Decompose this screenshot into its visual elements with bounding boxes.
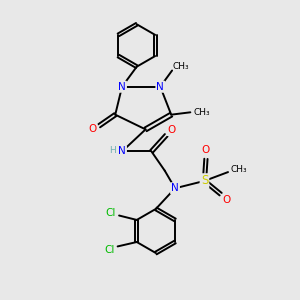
- Text: Cl: Cl: [104, 245, 115, 255]
- Text: O: O: [202, 145, 210, 155]
- Text: N: N: [118, 82, 126, 92]
- Text: S: S: [201, 174, 208, 188]
- Text: CH₃: CH₃: [172, 61, 189, 70]
- Text: O: O: [222, 195, 231, 205]
- Text: H: H: [109, 146, 116, 155]
- Text: O: O: [167, 125, 175, 135]
- Text: CH₃: CH₃: [193, 108, 210, 117]
- Text: N: N: [118, 146, 126, 157]
- Text: N: N: [171, 183, 179, 193]
- Text: O: O: [88, 124, 97, 134]
- Text: Cl: Cl: [106, 208, 116, 218]
- Text: N: N: [156, 82, 164, 92]
- Text: CH₃: CH₃: [230, 165, 247, 174]
